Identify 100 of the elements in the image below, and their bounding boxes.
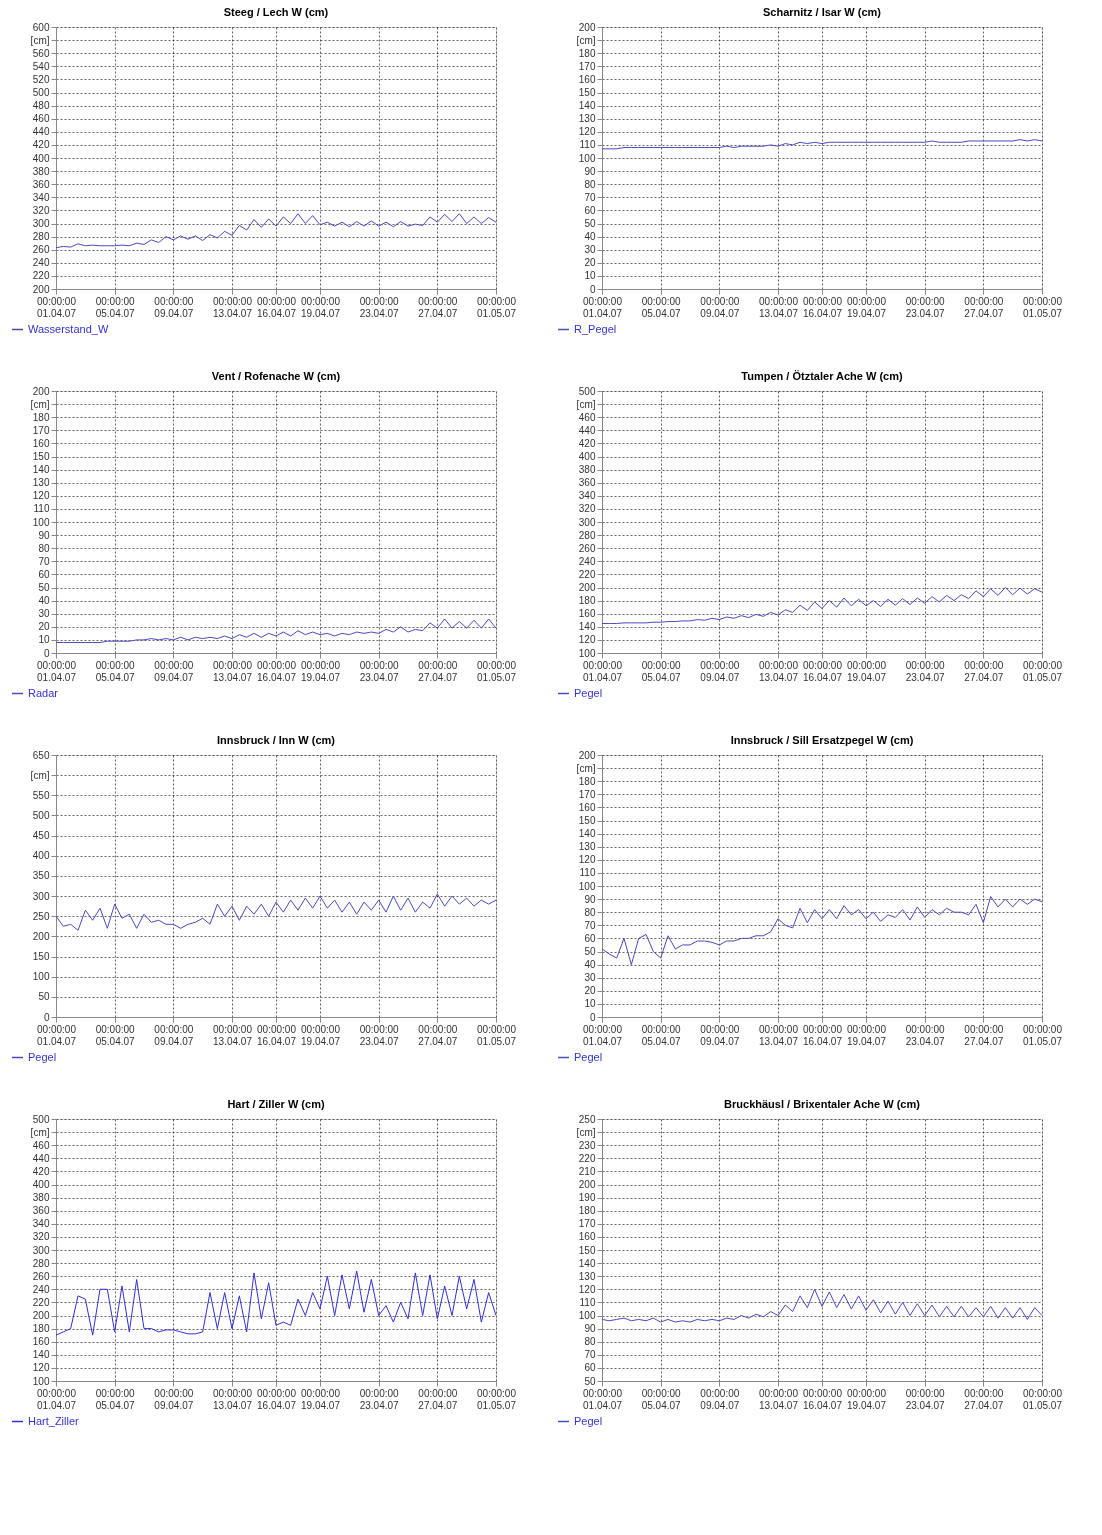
y-tick-label: 200	[578, 21, 596, 33]
y-tick-label: 210	[578, 1165, 596, 1177]
legend-label: Hart_Ziller	[28, 1414, 80, 1427]
y-tick-label: 450	[32, 830, 50, 842]
y-tick-label: 200	[32, 283, 50, 295]
x-tick-label: 00:00:00 19.04.07	[847, 1387, 887, 1411]
y-tick-label: 110	[579, 1296, 596, 1308]
y-tick-label: 420	[32, 1165, 50, 1177]
x-tick-label: 00:00:00 13.04.07	[759, 1387, 799, 1411]
legend-label: Pegel	[574, 1050, 603, 1063]
y-tick-label: 130	[578, 841, 596, 853]
y-tick-label: 160	[578, 801, 596, 813]
y-tick-label: 300	[32, 218, 50, 229]
line-series	[56, 618, 496, 644]
y-tick-label: [cm]	[30, 769, 50, 781]
x-tick-label: 00:00:00 09.04.07	[700, 1387, 740, 1411]
x-tick-label: 00:00:00 05.04.07	[95, 295, 136, 319]
chart-title: Innsbruck / Sill Ersatzpegel W (cm)	[730, 734, 914, 746]
y-tick-label: 90	[38, 529, 50, 541]
chart-title: Tumpen / Ötztaler Ache W (cm)	[741, 370, 903, 382]
y-tick-label: 150	[32, 451, 50, 462]
legend-label: R_Pegel	[574, 322, 617, 335]
y-tick-label: 200	[578, 582, 596, 593]
y-tick-label: 260	[578, 542, 596, 554]
x-tick-label: 00:00:00 27.04.07	[418, 659, 458, 683]
x-tick-label: 00:00:00 05.04.07	[641, 659, 682, 683]
y-tick-label: [cm]	[576, 762, 596, 774]
chart-title: Steeg / Lech W (cm)	[223, 6, 329, 18]
y-tick-label: 460	[578, 411, 596, 423]
x-tick-label: 00:00:00 16.04.07	[257, 1387, 297, 1411]
y-tick-label: 300	[32, 890, 50, 902]
y-tick-label: 250	[32, 910, 50, 922]
y-tick-label: 30	[584, 244, 596, 256]
y-tick-label: 180	[32, 411, 50, 423]
y-tick-label: 650	[32, 749, 50, 761]
chart-title: Hart / Ziller W (cm)	[227, 1098, 325, 1110]
y-tick-label: [cm]	[30, 34, 50, 46]
x-tick-label: 00:00:00 09.04.07	[700, 1023, 740, 1047]
y-tick-label: 110	[579, 867, 596, 879]
y-tick-label: 70	[584, 191, 596, 203]
y-tick-label: 10	[584, 998, 596, 1010]
y-tick-label: 10	[38, 634, 50, 646]
y-tick-label: 100	[32, 516, 50, 528]
y-tick-label: 80	[38, 542, 50, 554]
x-tick-label: 00:00:00 01.04.07	[37, 295, 77, 319]
y-tick-label: 380	[578, 464, 596, 476]
y-tick-label: 400	[32, 1179, 50, 1190]
x-tick-label: 00:00:00 09.04.07	[154, 1023, 194, 1047]
y-tick-label: 500	[32, 87, 50, 98]
y-tick-label: 120	[578, 1283, 596, 1295]
y-tick-label: 130	[578, 113, 596, 125]
y-tick-label: 550	[32, 789, 50, 801]
y-tick-label: 70	[584, 919, 596, 931]
y-tick-label: 200	[32, 385, 50, 397]
y-tick-label: 150	[32, 951, 50, 963]
y-tick-label: 50	[38, 582, 50, 593]
x-tick-label: 00:00:00 13.04.07	[759, 1023, 799, 1047]
y-tick-label: 40	[584, 959, 596, 971]
y-tick-label: 540	[32, 60, 50, 72]
x-tick-label: 00:00:00 16.04.07	[257, 659, 297, 683]
y-tick-label: 280	[32, 231, 50, 243]
y-tick-label: 60	[584, 932, 596, 944]
y-tick-label: 160	[578, 1231, 596, 1243]
y-tick-label: [cm]	[30, 1126, 50, 1138]
y-tick-label: 220	[32, 270, 50, 282]
line-series	[56, 893, 496, 931]
y-tick-label: 200	[578, 1179, 596, 1190]
x-tick-label: 00:00:00 27.04.07	[964, 659, 1004, 683]
y-tick-label: 140	[578, 621, 596, 633]
x-tick-label: 00:00:00 19.04.07	[301, 659, 341, 683]
y-tick-label: 200	[32, 930, 50, 942]
y-tick-label: 460	[32, 113, 50, 125]
y-tick-label: 110	[33, 503, 50, 515]
y-tick-label: 560	[32, 47, 50, 59]
x-tick-label: 00:00:00 01.05.07	[1023, 659, 1063, 683]
y-tick-label: 520	[32, 73, 50, 85]
y-tick-label: 180	[578, 1205, 596, 1217]
x-tick-label: 00:00:00 16.04.07	[803, 295, 843, 319]
y-tick-label: 500	[32, 1113, 50, 1125]
y-tick-label: 60	[584, 1362, 596, 1374]
x-tick-label: 00:00:00 23.04.07	[359, 1023, 400, 1047]
x-tick-label: 00:00:00 27.04.07	[418, 1023, 458, 1047]
y-tick-label: 60	[38, 568, 50, 580]
y-tick-label: 100	[32, 971, 50, 983]
y-tick-label: 130	[578, 1270, 596, 1282]
x-tick-label: 00:00:00 23.04.07	[359, 1387, 400, 1411]
x-tick-label: 00:00:00 13.04.07	[213, 295, 253, 319]
y-tick-label: 170	[32, 424, 50, 436]
y-tick-label: 340	[32, 1218, 50, 1230]
x-tick-label: 00:00:00 05.04.07	[95, 659, 136, 683]
y-tick-label: 260	[32, 1270, 50, 1282]
y-tick-label: 160	[32, 437, 50, 449]
y-tick-label: 140	[32, 464, 50, 476]
y-tick-label: [cm]	[30, 398, 50, 410]
x-tick-label: 00:00:00 13.04.07	[213, 1023, 253, 1047]
y-tick-label: 420	[578, 437, 596, 449]
y-tick-label: 180	[578, 47, 596, 59]
y-tick-label: 20	[38, 621, 50, 633]
x-tick-label: 00:00:00 27.04.07	[418, 1387, 458, 1411]
x-tick-label: 00:00:00 16.04.07	[803, 1387, 843, 1411]
